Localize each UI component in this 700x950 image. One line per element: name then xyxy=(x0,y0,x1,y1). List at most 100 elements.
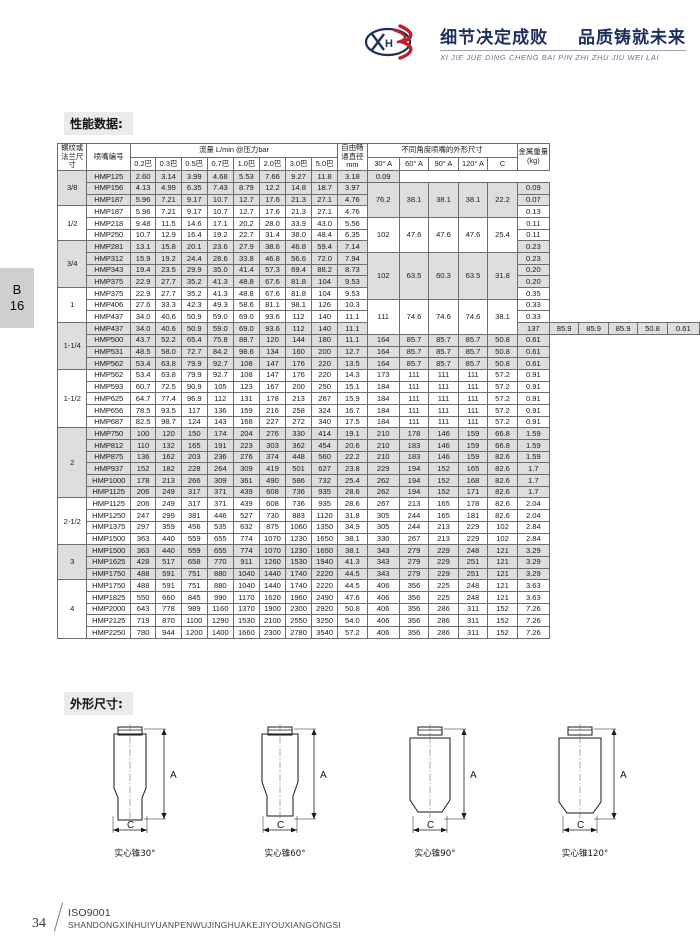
cell-dim-a120: 229 xyxy=(457,520,489,534)
company-name: SHANDONGXINHUIYUANPENWUJINGHUAKEJIYOUXIA… xyxy=(68,920,341,931)
cell-flow-6: 81.8 xyxy=(285,275,313,289)
cell-weight: 1.7 xyxy=(516,485,550,499)
cell-dim-a120: 63.5 xyxy=(457,252,489,300)
cell-flow-4: 5.53 xyxy=(232,170,260,183)
cell-free-passage: 54.0 xyxy=(337,614,368,628)
cell-weight: 1.7 xyxy=(516,474,550,487)
cell-flow-6: 1530 xyxy=(285,555,313,569)
cell-flow-2: 96.9 xyxy=(180,392,208,405)
cell-dim-a60: 85.9 xyxy=(548,322,580,335)
table-row: 3 HMP1500 363 440 559 655 774 1070 1230 1650 38.1 3… xyxy=(56,544,700,581)
table-row: HMP531 48.5 58.0 72.7 84.2 98.6 134 160 200 12.7 1… xyxy=(57,345,700,359)
th-pressure-2: 0.5巴 xyxy=(180,156,208,172)
cell-free-passage: 28.6 xyxy=(337,497,368,511)
cell-dim-a30: 262 xyxy=(366,485,400,499)
cell-flow-2: 9.17 xyxy=(180,193,208,207)
cell-dim-a60: 356 xyxy=(398,579,430,592)
dimensions-heading: 外形尺寸: xyxy=(64,692,133,715)
cell-dim-a120: 178 xyxy=(457,497,489,511)
cell-nozzle-model: HMP562 xyxy=(86,368,131,382)
cell-flow-1: 98.7 xyxy=(155,415,182,429)
cell-dim-a120: 111 xyxy=(457,392,489,405)
cell-weight: 0.07 xyxy=(516,193,550,207)
cell-dim-c: 121 xyxy=(487,555,518,569)
cell-dim-a30: 164 xyxy=(366,357,400,370)
cell-dim-a30: 267 xyxy=(366,497,400,511)
cell-flow-7: 732 xyxy=(311,474,339,487)
cell-flow-0: 78.5 xyxy=(129,403,157,417)
cell-weight: 0.11 xyxy=(516,228,550,242)
cell-dim-c: 121 xyxy=(487,579,518,592)
cell-flow-7: 1650 xyxy=(311,544,339,557)
table-row: HMP406 27.6 33.3 42.3 49.3 58.6 81.1 98.1 126 10.… xyxy=(58,298,700,335)
cell-flow-4: 774 xyxy=(232,532,260,546)
cell-flow-1: 11.5 xyxy=(155,216,182,230)
cell-flow-2: 658 xyxy=(180,555,208,569)
cell-weight: 7.26 xyxy=(516,602,550,616)
cell-dim-a120: 181 xyxy=(457,509,489,522)
cell-free-passage: 15.9 xyxy=(337,392,368,405)
cell-flow-4: 527 xyxy=(232,509,260,522)
th-dim-3: 120° A xyxy=(457,156,489,172)
cell-flow-4: 276 xyxy=(232,450,260,464)
cell-flow-4: 41.4 xyxy=(232,263,260,277)
cell-flow-6: 38.0 xyxy=(285,228,313,242)
cell-dim-a90: 229 xyxy=(428,567,459,581)
cell-flow-1: 4.99 xyxy=(155,181,182,195)
cell-nozzle-model: HMP562 xyxy=(86,357,131,370)
cell-flow-4: 22.7 xyxy=(232,228,260,242)
th-dim-1: 60° A xyxy=(398,156,430,172)
cell-flow-4: 168 xyxy=(232,415,260,429)
cell-free-passage: 14.3 xyxy=(337,368,368,382)
cell-flow-1: 19.2 xyxy=(155,252,182,265)
th-pressure-4: 1.0巴 xyxy=(232,156,260,172)
cell-flow-4: 159 xyxy=(232,403,260,417)
cell-dim-c: 82.6 xyxy=(487,497,518,511)
cell-flow-0: 53.4 xyxy=(129,357,157,370)
cell-free-passage: 9.53 xyxy=(337,287,368,300)
dimension-label-a: A xyxy=(620,770,627,781)
cell-free-passage: 11.1 xyxy=(337,322,368,335)
cell-dim-a30: 406 xyxy=(366,626,400,639)
cell-nozzle-model: HMP312 xyxy=(86,252,131,265)
cell-dim-a90: 152 xyxy=(428,474,459,487)
cell-flow-6: 330 xyxy=(285,427,313,441)
cell-dim-a60: 85.7 xyxy=(398,333,430,347)
cell-flow-1: 299 xyxy=(155,509,182,522)
brand-slogan-block: 细节决定成败 品质铸就未来 XI JIE JUE DING CHENG BAI … xyxy=(440,23,686,62)
cell-flow-2: 117 xyxy=(180,403,208,417)
cell-dim-a120: 85.7 xyxy=(457,333,489,347)
cell-dim-a120: 165 xyxy=(457,462,489,476)
cell-flow-4: 1170 xyxy=(232,590,260,604)
cell-nozzle-model: HMP1125 xyxy=(86,497,131,511)
cell-flow-1: 33.3 xyxy=(155,298,182,312)
cell-dim-a60: 267 xyxy=(398,532,430,546)
cell-dim-c: 121 xyxy=(487,590,518,604)
cell-dim-c: 50.8 xyxy=(487,357,518,370)
cell-flow-2: 559 xyxy=(180,532,208,546)
cell-free-passage: 47.6 xyxy=(337,590,368,604)
cell-flow-2: 165 xyxy=(180,439,208,452)
cell-flow-3: 191 xyxy=(206,439,234,452)
cell-dim-a30: 184 xyxy=(366,392,400,405)
cell-weight: 0.91 xyxy=(516,415,550,429)
cell-free-passage: 11.1 xyxy=(337,310,368,324)
cell-flow-2: 29.9 xyxy=(180,263,208,277)
cell-flow-0: 643 xyxy=(129,602,157,616)
cell-dim-a90: 111 xyxy=(428,368,459,382)
cell-flow-1: 944 xyxy=(155,626,182,639)
cell-flow-6: 14.8 xyxy=(285,181,313,195)
cell-flow-0: 19.4 xyxy=(129,263,157,277)
cell-flow-4: 48.8 xyxy=(232,287,260,300)
cell-nozzle-model: HMP1825 xyxy=(86,590,131,604)
cell-flow-7: 1120 xyxy=(311,509,339,522)
cell-flow-3: 17.1 xyxy=(206,216,234,230)
cell-flow-4: 88.7 xyxy=(232,333,260,347)
cell-flow-3: 655 xyxy=(206,532,234,546)
page-number: 34 xyxy=(32,916,46,931)
cell-flow-1: 27.7 xyxy=(155,275,182,289)
table-row: HMP1375 297 359 456 535 632 875 1060 1350 34.9 305… xyxy=(58,520,700,534)
cell-free-passage: 3.97 xyxy=(337,181,368,195)
cell-flow-2: 989 xyxy=(180,602,208,616)
cell-flow-5: 374 xyxy=(258,450,287,464)
